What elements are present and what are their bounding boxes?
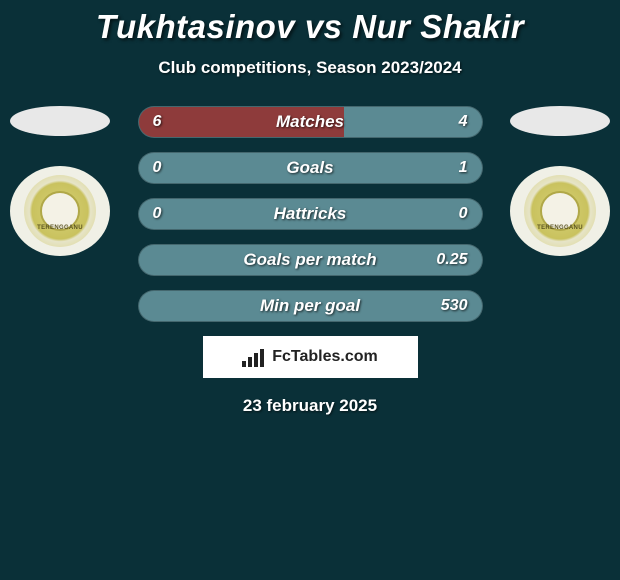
stat-label: Min per goal xyxy=(139,291,482,321)
logo-text: FcTables.com xyxy=(272,348,378,366)
stat-label: Goals per match xyxy=(139,245,482,275)
player-left-club-badge: TERENGGANU xyxy=(10,166,110,256)
badge-text-left: TERENGGANU xyxy=(37,225,83,231)
stat-bar-row: 6Matches4 xyxy=(138,106,483,138)
fctables-logo: FcTables.com xyxy=(203,336,418,378)
player-right-column: TERENGGANU xyxy=(510,106,610,256)
stat-value-right: 530 xyxy=(441,291,468,321)
player-right-avatar xyxy=(510,106,610,136)
comparison-panel: TERENGGANU TERENGGANU 6Matches40Goals10H… xyxy=(0,106,620,416)
stat-label: Hattricks xyxy=(139,199,482,229)
badge-wreath-icon: TERENGGANU xyxy=(24,175,96,247)
badge-text-right: TERENGGANU xyxy=(537,225,583,231)
stat-bar-row: 0Hattricks0 xyxy=(138,198,483,230)
stat-label: Matches xyxy=(139,107,482,137)
player-left-column: TERENGGANU xyxy=(10,106,110,256)
stat-label: Goals xyxy=(139,153,482,183)
player-right-club-badge: TERENGGANU xyxy=(510,166,610,256)
badge-wreath-icon: TERENGGANU xyxy=(524,175,596,247)
stat-bar-row: Goals per match0.25 xyxy=(138,244,483,276)
logo-bars-icon xyxy=(242,347,266,367)
stat-value-right: 1 xyxy=(459,153,468,183)
stat-bar-row: Min per goal530 xyxy=(138,290,483,322)
player-left-avatar xyxy=(10,106,110,136)
page-title: Tukhtasinov vs Nur Shakir xyxy=(0,0,620,46)
date-label: 23 february 2025 xyxy=(0,396,620,416)
stat-bar-row: 0Goals1 xyxy=(138,152,483,184)
stat-value-right: 0 xyxy=(459,199,468,229)
stat-bars-container: 6Matches40Goals10Hattricks0Goals per mat… xyxy=(138,106,483,322)
subtitle: Club competitions, Season 2023/2024 xyxy=(0,58,620,78)
stat-value-right: 4 xyxy=(459,107,468,137)
stat-value-right: 0.25 xyxy=(436,245,467,275)
